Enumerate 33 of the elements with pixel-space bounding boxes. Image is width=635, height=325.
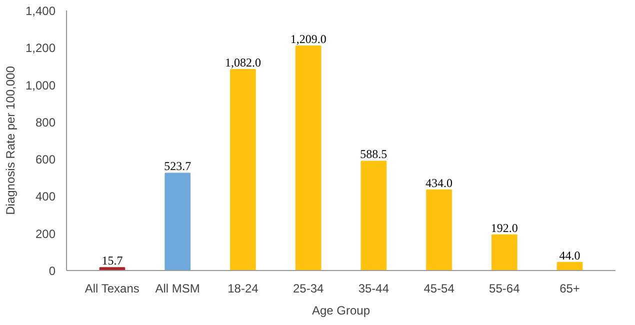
data-label: 588.5 [360, 147, 388, 162]
x-tick-label: 55-64 [489, 282, 520, 296]
bar [230, 69, 256, 270]
bar [556, 262, 583, 270]
y-tick-label: 1,200 [25, 41, 56, 56]
data-label: 192.0 [490, 220, 518, 235]
y-tick-label: 400 [35, 190, 56, 204]
data-label: 523.7 [164, 159, 192, 174]
x-tick-label: 35-44 [358, 282, 390, 296]
y-tick-label: 0 [48, 264, 56, 278]
data-label: 15.7 [102, 254, 123, 268]
x-tick-label: All MSM [155, 282, 200, 296]
data-label: 44.0 [559, 248, 580, 262]
bar [164, 172, 191, 270]
y-tick-label: 1,000 [25, 78, 56, 92]
x-tick-label: 65+ [560, 282, 580, 296]
x-tick-label: 45-54 [424, 282, 455, 296]
bar [360, 160, 387, 270]
y-axis-title: Diagnosis Rate per 100,000 [3, 66, 18, 215]
x-axis-title: Age Group [312, 304, 370, 318]
y-tick-label: 1,400 [25, 4, 56, 18]
y-tick-label: 200 [35, 226, 56, 241]
bar [491, 234, 518, 270]
y-tick-label: 600 [35, 152, 56, 167]
data-label: 434.0 [426, 176, 453, 190]
x-tick-label: All Texans [84, 282, 140, 296]
y-tick-label: 800 [35, 115, 56, 130]
bar [295, 45, 322, 270]
data-label: 1,082.0 [224, 56, 261, 70]
x-tick-label: 18-24 [228, 282, 259, 296]
bar [426, 189, 452, 270]
data-label: 1,209.0 [290, 32, 326, 46]
x-tick-label: 25-34 [292, 282, 324, 296]
